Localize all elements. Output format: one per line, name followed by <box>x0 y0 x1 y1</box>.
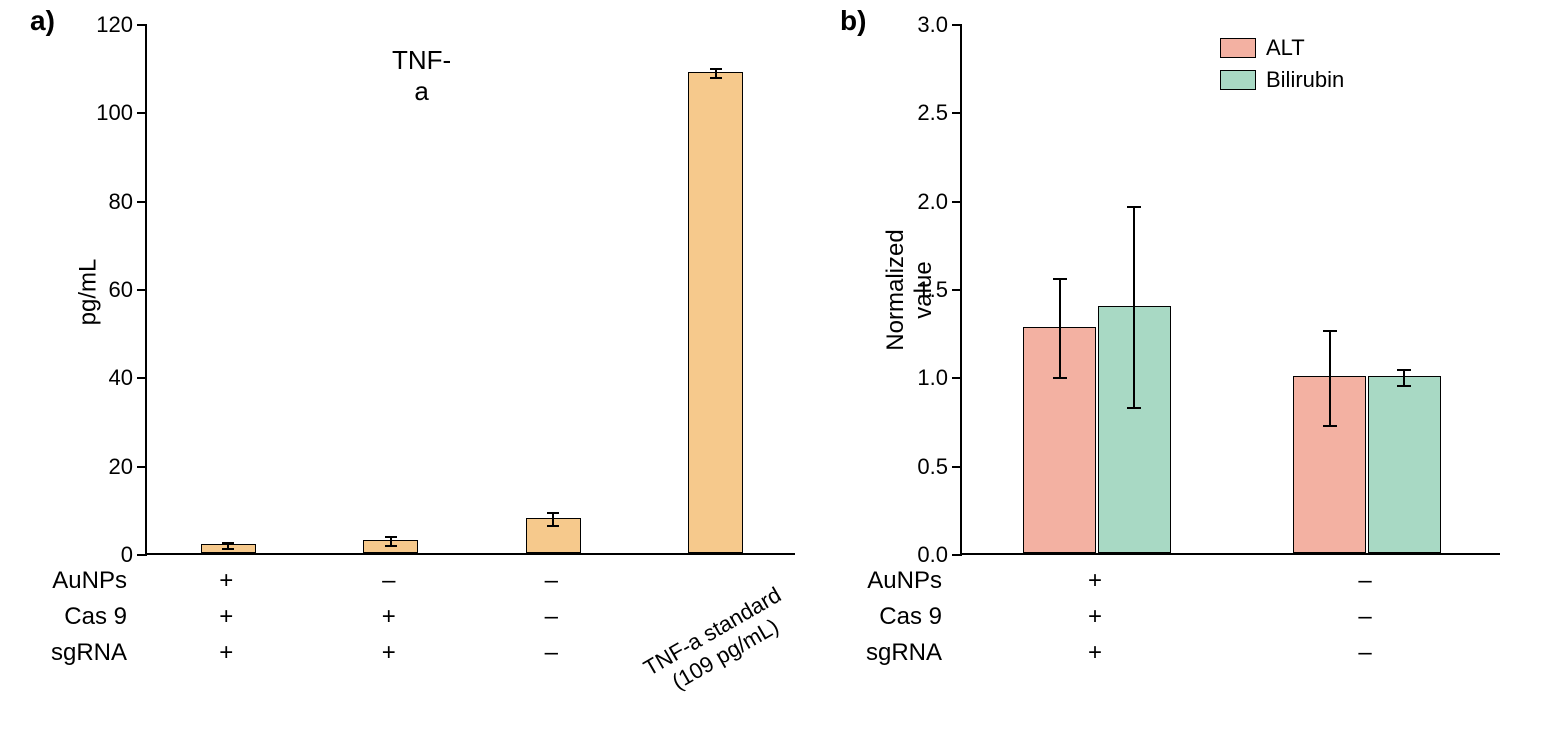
panel-a-bar <box>688 72 743 553</box>
panel-b-ytick-label: 3.0 <box>917 12 962 38</box>
panel-a-xrow-label: sgRNA <box>51 639 137 667</box>
panel-b-ylabel: Normalized value <box>882 210 938 370</box>
panel-b-xcell: + <box>1088 567 1102 595</box>
legend-swatch <box>1220 70 1256 90</box>
panel-a-xcell: + <box>219 603 233 631</box>
panel-a-ylabel: pg/mL <box>74 259 102 326</box>
panel-a-plot: 020406080100120 <box>145 25 795 555</box>
legend-row: ALT <box>1220 35 1344 61</box>
panel-b-ytick-label: 0.0 <box>917 542 962 568</box>
panel-a-xcell: + <box>219 639 233 667</box>
panel-b-xrow-label: sgRNA <box>866 639 952 667</box>
panel-a-ytick-label: 20 <box>109 454 147 480</box>
panel-b-bar <box>1368 376 1441 553</box>
panel-a-xcell: – <box>545 567 558 595</box>
panel-a-ytick-label: 40 <box>109 365 147 391</box>
panel-b-plot: 0.00.51.01.52.02.53.0 <box>960 25 1500 555</box>
legend-text: ALT <box>1266 35 1305 61</box>
panel-b-xcell: + <box>1088 639 1102 667</box>
panel-b-xcell: – <box>1358 603 1371 631</box>
panel-a-xcell: – <box>382 567 395 595</box>
panel-a-xcell: – <box>545 603 558 631</box>
panel-b-xcell: – <box>1358 567 1371 595</box>
panel-b-xrow-label: Cas 9 <box>879 603 952 631</box>
panel-b-xcell: + <box>1088 603 1102 631</box>
panel-a-xcell: + <box>382 603 396 631</box>
panel-b-ylabel-line1: Normalized <box>882 210 910 370</box>
panel-a-ytick-label: 0 <box>121 542 147 568</box>
panel-a-ytick-label: 80 <box>109 189 147 215</box>
panel-b-xcell: – <box>1358 639 1371 667</box>
panel-a-xcell: + <box>219 567 233 595</box>
panel-a-xrow-label: AuNPs <box>52 567 137 595</box>
panel-a-ytick-label: 60 <box>109 277 147 303</box>
legend-swatch <box>1220 38 1256 58</box>
panel-a-xcell: – <box>545 639 558 667</box>
legend-text: Bilirubin <box>1266 67 1344 93</box>
panel-a-ytick-label: 100 <box>96 100 147 126</box>
panel-b-xrow-label: AuNPs <box>867 567 952 595</box>
panel-b-ytick-label: 0.5 <box>917 454 962 480</box>
panel-a-xrow-label: Cas 9 <box>64 603 137 631</box>
legend-row: Bilirubin <box>1220 67 1344 93</box>
figure: a) TNF-a 020406080100120 pg/mL AuNPs+––C… <box>0 0 1560 755</box>
panel-a-label: a) <box>30 5 55 37</box>
panel-a-ytick-label: 120 <box>96 12 147 38</box>
panel-b-ytick-label: 2.5 <box>917 100 962 126</box>
panel-b-ylabel-line2: value <box>910 210 938 370</box>
panel-a-xcell: + <box>382 639 396 667</box>
panel-a-last-xlabel: TNF-a standard(109 pg/mL) <box>639 582 798 704</box>
panel-b-legend: ALT Bilirubin <box>1220 35 1344 99</box>
panel-b-label: b) <box>840 5 866 37</box>
